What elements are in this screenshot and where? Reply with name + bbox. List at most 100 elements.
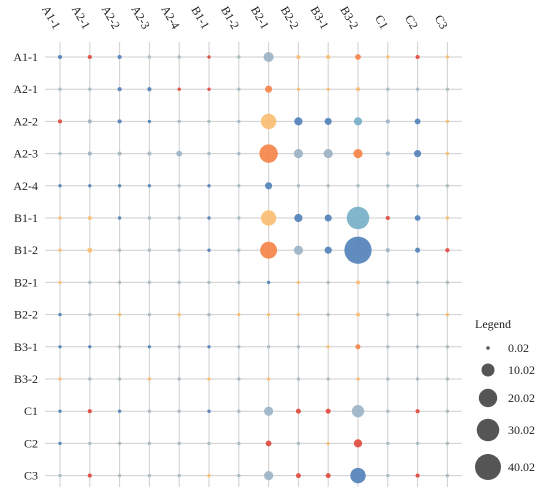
grid [45,42,462,487]
y-tick-label: C2 [24,436,38,450]
y-tick-label: A2-4 [13,179,38,193]
x-tick-label: B1-2 [218,4,242,32]
y-tick-label: A2-2 [13,114,38,128]
bubble [386,377,390,381]
bubble [207,280,211,285]
bubble [385,151,390,156]
bubble [237,377,241,381]
bubble [293,149,303,159]
bubble [177,248,181,252]
y-tick-label: B1-2 [14,243,38,257]
bubble [415,247,421,253]
bubble [147,248,152,252]
x-tick-label: A2-4 [158,3,182,31]
bubble [326,441,330,446]
bubble [260,113,277,130]
bubble [237,87,241,91]
bubble [237,280,241,285]
bubble [415,184,420,188]
bubble [355,312,361,317]
bubble [324,246,332,254]
bubble [177,312,181,317]
x-tick-label: B2-1 [248,4,272,32]
y-tick-label: B3-2 [14,372,38,386]
bubble [207,87,211,91]
bubble [296,441,301,446]
y-tick-label: A2-1 [13,82,38,96]
bubble [177,87,181,91]
bubble [353,149,363,159]
bubble [87,215,92,221]
bubble [57,119,63,124]
bubble [147,409,152,413]
bubble [356,377,360,381]
y-tick-label: A1-1 [13,50,38,64]
bubble [117,54,122,60]
bubble [237,119,241,124]
bubble [147,151,152,156]
bubble [207,377,211,381]
bubble [445,280,450,285]
bubble [237,409,241,413]
x-tick-label: C1 [372,12,391,31]
bubble [147,345,152,349]
bubble [147,55,152,59]
bubble [445,55,450,59]
bubble [117,377,122,381]
legend-entry-label: 0.02 [508,341,529,355]
bubble [344,236,372,264]
bubble [207,151,211,156]
bubble [147,312,152,317]
bubble [237,216,241,220]
bubble [147,377,152,381]
bubble [415,54,420,60]
bubble [260,210,277,226]
bubble [445,184,450,188]
bubble [58,151,62,156]
bubble [351,405,365,418]
bubble [207,184,211,188]
bubble [147,441,152,446]
bubble [414,118,421,125]
bubble [207,55,211,59]
bubble [265,182,273,190]
bubble [147,119,152,124]
y-tick-label: B1-1 [14,211,38,225]
bubble [326,184,330,188]
bubble [117,248,122,252]
bubble [207,409,211,413]
bubble [294,117,303,126]
bubble [445,441,450,446]
bubble [88,280,92,285]
bubble [147,216,152,220]
bubble [117,441,122,446]
bubble [207,216,211,220]
bubble [88,345,92,349]
bubble [386,441,390,446]
y-axis-labels: A1-1 A2-1 A2-2 A2-3 A2-4 B1-1 B1-2 B2-1 B2-2 B3-1… [13,50,38,483]
bubble [445,409,450,413]
legend-entry-label: 10.02 [508,363,535,377]
y-tick-label: B3-1 [14,340,38,354]
bubble [266,345,271,349]
bubble [264,406,274,416]
bubble [414,150,422,158]
bubble [58,87,62,91]
bubble [445,312,450,317]
y-tick-label: B2-1 [14,275,38,289]
bubble [177,409,181,413]
bubble [117,216,122,220]
bubble [385,119,390,124]
bubble [296,377,301,381]
bubble [87,54,92,60]
bubble [237,473,241,478]
bubble [176,150,183,157]
bubble [87,151,92,156]
bubble [326,280,330,285]
bubble [326,87,330,91]
bubble [386,87,390,91]
bubble [58,280,62,285]
bubble [88,441,92,446]
bubble [326,377,330,381]
